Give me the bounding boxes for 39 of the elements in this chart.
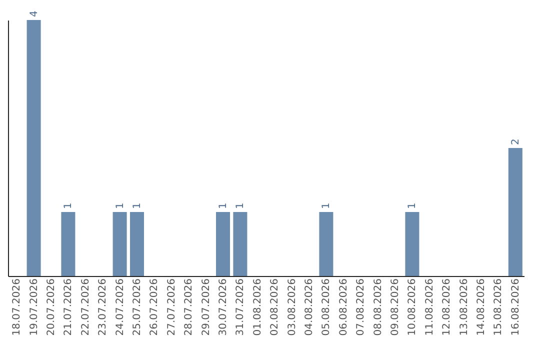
data-label: 1 xyxy=(407,202,418,209)
x-tick-label: 16.08.2026 xyxy=(510,278,522,336)
data-label: 1 xyxy=(235,202,246,209)
x-tick-label: 11.08.2026 xyxy=(424,278,436,336)
data-label: 4 xyxy=(28,10,40,17)
x-tick-label: 15.08.2026 xyxy=(493,278,504,336)
x-tick-label: 18.07.2026 xyxy=(12,278,23,336)
x-tick-label: 27.07.2026 xyxy=(166,278,178,336)
x-tick-label: 13.08.2026 xyxy=(458,278,470,336)
x-tick-label: 10.08.2026 xyxy=(407,278,418,336)
x-tick-label: 24.07.2026 xyxy=(114,278,126,336)
data-label: 1 xyxy=(218,202,229,209)
data-label: 1 xyxy=(63,202,74,209)
x-tick-label: 07.08.2026 xyxy=(356,278,367,336)
x-tick-label: 26.07.2026 xyxy=(149,278,160,336)
x-tick-label: 09.08.2026 xyxy=(390,278,401,336)
x-tick-label: 30.07.2026 xyxy=(218,278,229,336)
x-tick-label: 02.08.2026 xyxy=(270,278,281,336)
x-tick-label: 04.08.2026 xyxy=(304,278,315,336)
x-tick-label: 14.08.2026 xyxy=(476,278,487,336)
x-tick-label: 12.08.2026 xyxy=(442,278,453,336)
data-label: 2 xyxy=(510,138,522,145)
x-tick-label: 05.08.2026 xyxy=(321,278,332,336)
data-label: 1 xyxy=(321,202,332,209)
x-tick-label: 31.07.2026 xyxy=(235,278,246,336)
x-tick-label: 21.07.2026 xyxy=(63,278,74,336)
data-label: 1 xyxy=(132,202,143,209)
x-tick-label: 25.07.2026 xyxy=(132,278,143,336)
x-tick-label: 08.08.2026 xyxy=(372,278,384,336)
x-tick-label: 23.07.2026 xyxy=(98,278,109,336)
x-tick-label: 22.07.2026 xyxy=(80,278,92,336)
x-tick-label: 20.07.2026 xyxy=(46,278,57,336)
x-tick-label: 06.08.2026 xyxy=(338,278,350,336)
data-label: 1 xyxy=(114,202,126,209)
x-tick-label: 01.08.2026 xyxy=(252,278,264,336)
x-tick-label: 28.07.2026 xyxy=(184,278,195,336)
x-tick-label: 19.07.2026 xyxy=(28,278,40,336)
x-tick-label: 03.08.2026 xyxy=(286,278,298,336)
x-tick-label: 29.07.2026 xyxy=(200,278,212,336)
